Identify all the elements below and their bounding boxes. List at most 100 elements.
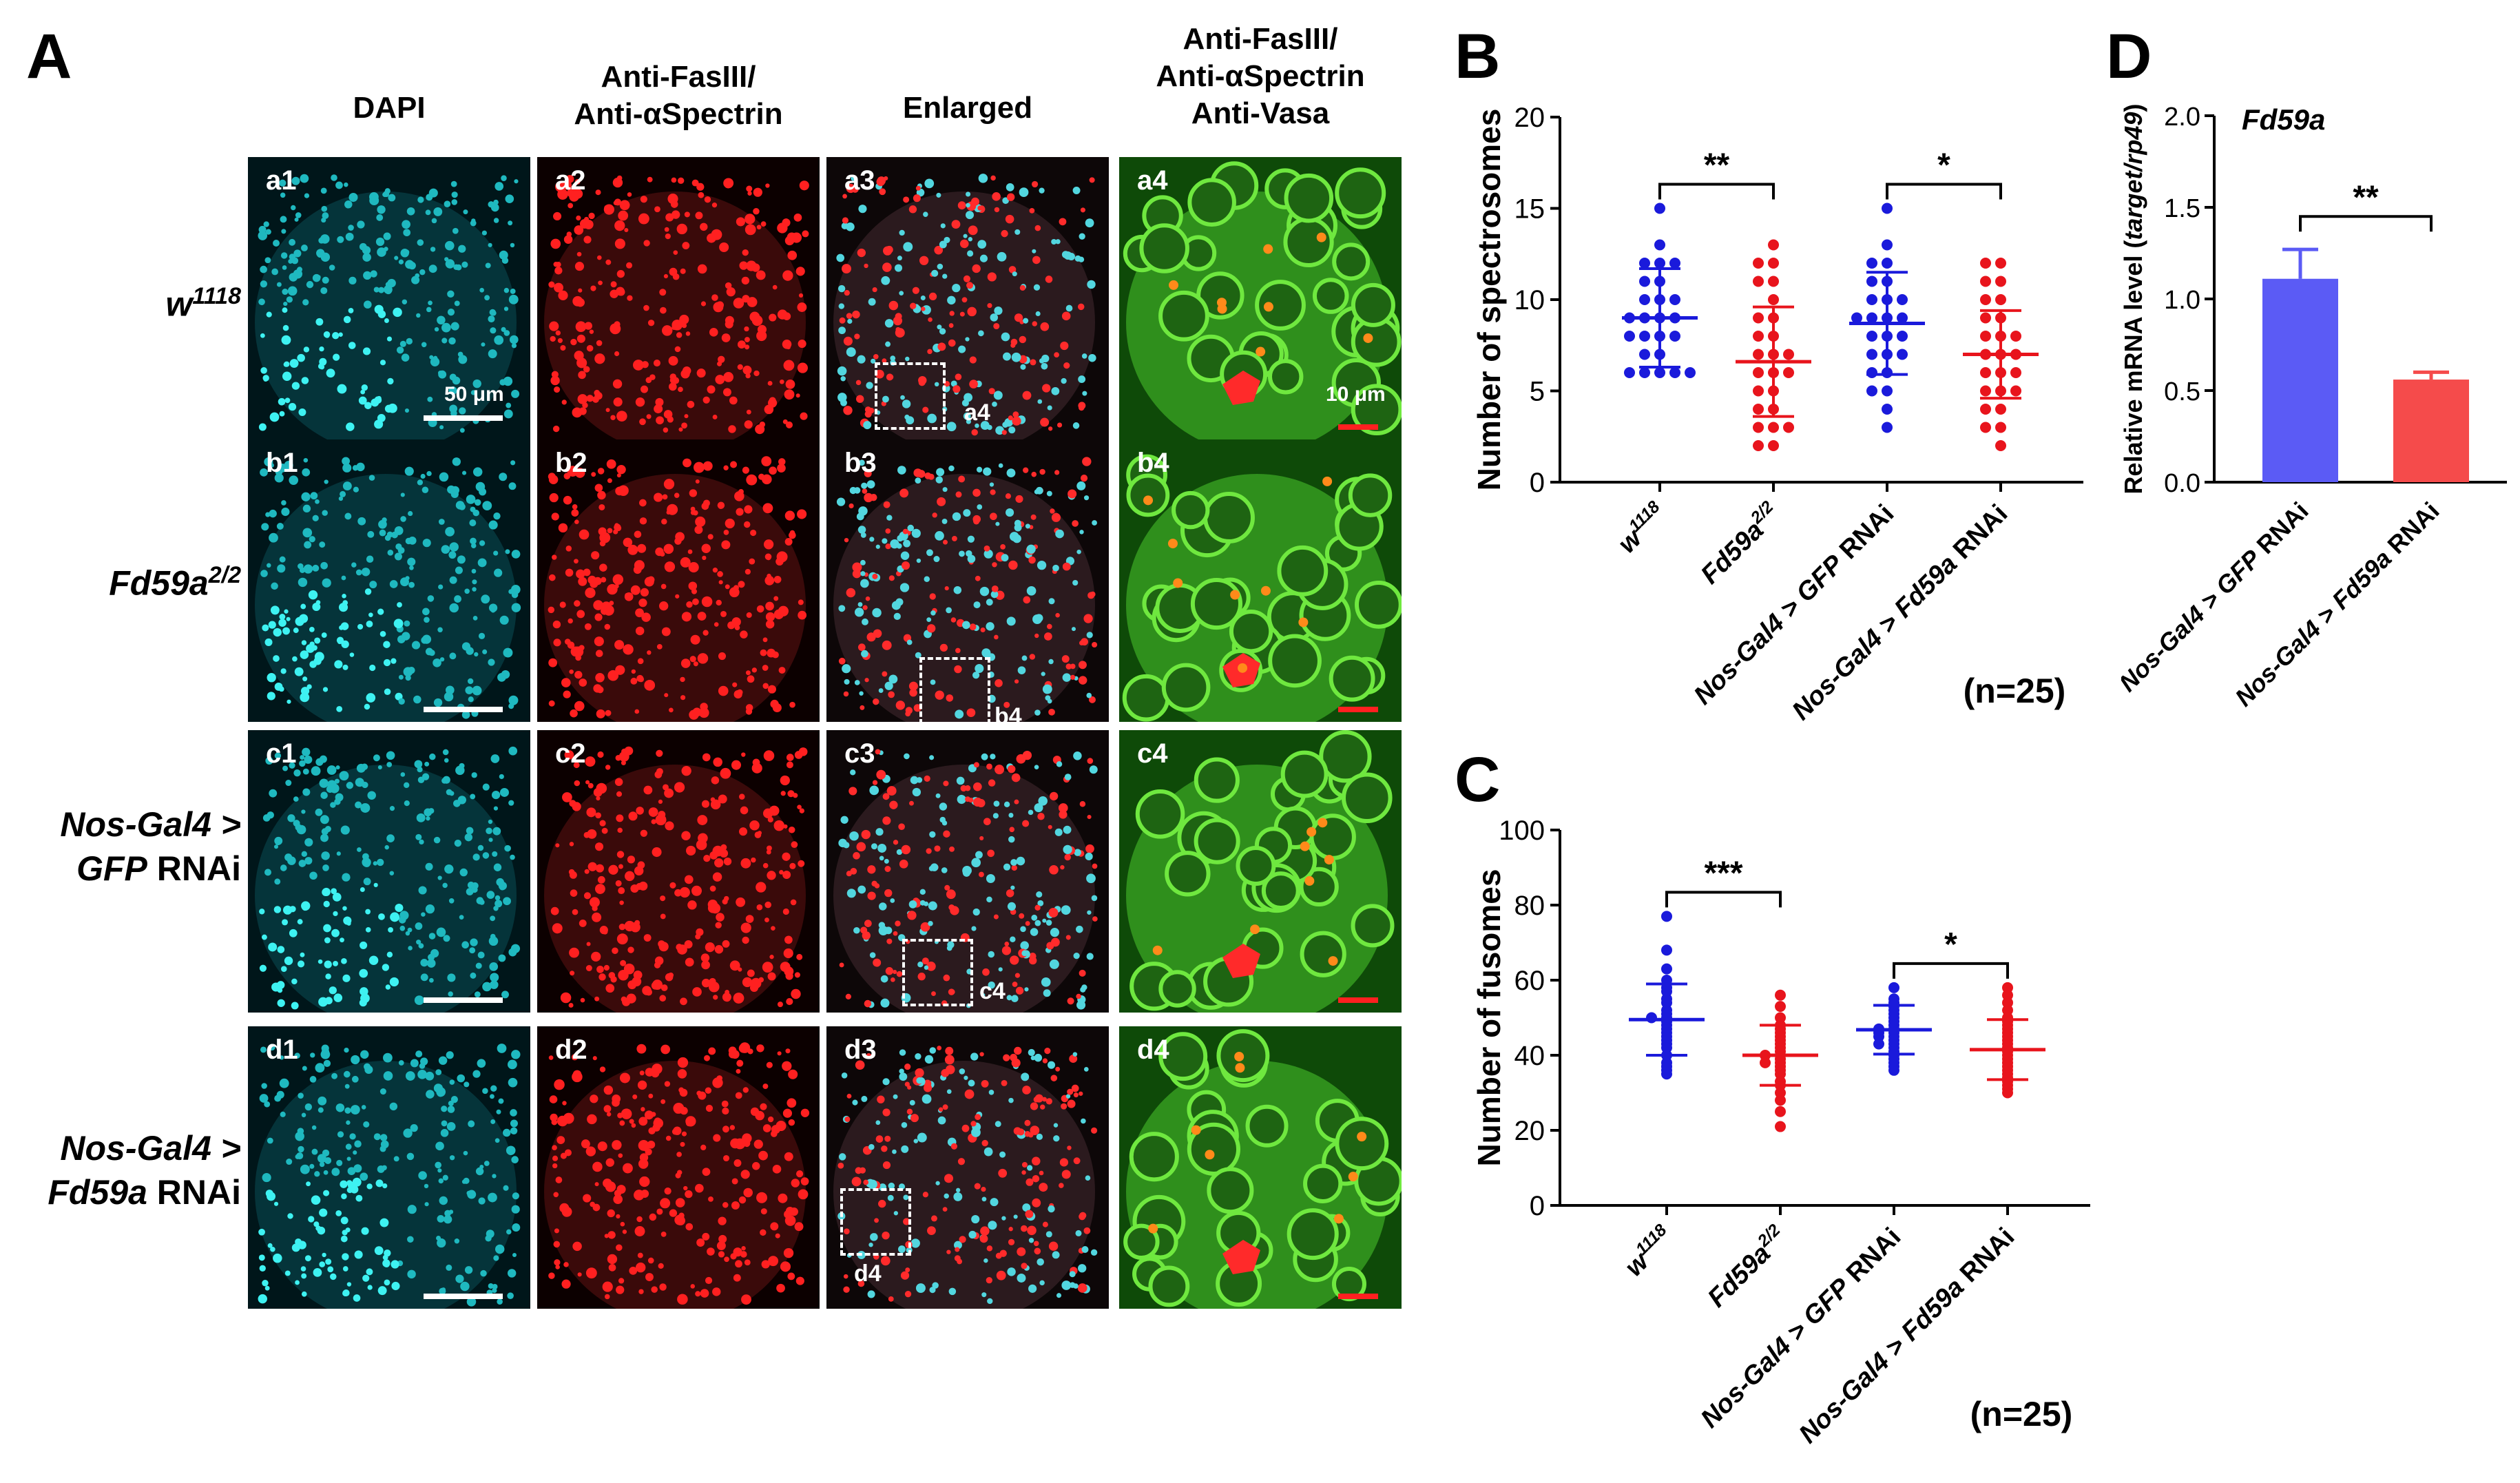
data-point: [1669, 258, 1680, 269]
data-point: [1753, 349, 1764, 360]
column-header-dapi: DAPI: [353, 91, 426, 125]
micrograph-tile-b2: b2: [537, 439, 820, 722]
tile-label: b1: [266, 448, 298, 478]
scale-bar: [424, 707, 503, 712]
micrograph-tile-c4: c4: [1119, 730, 1402, 1013]
scale-bar: [1338, 1294, 1378, 1299]
tile-label: c1: [266, 738, 297, 769]
tile-label: d1: [266, 1035, 298, 1065]
data-point: [1882, 258, 1893, 269]
data-point: [1897, 312, 1908, 324]
sample-size-note: (n=25): [1964, 672, 2066, 710]
data-point: [1866, 294, 1877, 305]
micrograph-tile-c2: c2: [537, 730, 820, 1013]
scale-bar: [424, 997, 503, 1003]
data-point: [1995, 404, 2006, 415]
data-point: [1624, 331, 1635, 342]
data-point: [1775, 1121, 1786, 1132]
data-point: [1639, 258, 1650, 269]
data-point: [1639, 367, 1650, 378]
data-point: [1760, 1057, 1771, 1068]
y-tick-label: 60: [1514, 966, 1545, 996]
chart-title: Fd59a: [2242, 103, 2325, 136]
category-label: Nos-Gal4 > GFP RNAi: [1696, 1223, 1907, 1434]
data-point: [1980, 385, 1991, 397]
sample-size-note: (n=25): [1970, 1395, 2073, 1433]
tile-label: c3: [844, 738, 875, 769]
micrograph-tile-c1: c1: [248, 730, 530, 1013]
data-point: [1866, 312, 1877, 324]
data-point: [1882, 203, 1893, 214]
data-point: [1624, 367, 1635, 378]
panel-label-c: C: [1455, 745, 1501, 815]
inset-box: [902, 939, 973, 1006]
micrograph-tile-c3: c3 c4: [826, 730, 1109, 1013]
data-point: [1654, 258, 1665, 269]
data-point: [1980, 312, 1991, 324]
scale-bar: [1338, 997, 1378, 1003]
y-tick-label: 100: [1499, 816, 1545, 846]
significance-bracket: [1886, 183, 2002, 200]
significance-bracket: [2299, 215, 2433, 232]
y-tick-label: 10: [1514, 285, 1545, 315]
data-point: [2010, 385, 2021, 397]
data-point: [1768, 258, 1779, 269]
inset-box: [875, 362, 946, 430]
inset-label: b4: [995, 703, 1022, 722]
data-point: [1753, 422, 1764, 433]
data-point: [1897, 331, 1908, 342]
data-point: [1873, 1038, 1884, 1050]
row-label-fd59a-mutant: Fd59a2/2: [109, 562, 241, 603]
y-tick-label: 40: [1514, 1041, 1545, 1071]
panel-label-d: D: [2106, 21, 2152, 92]
column-header-enlarged: Enlarged: [902, 91, 1033, 125]
inset-box: [919, 657, 990, 722]
y-tick-label: 0.0: [2164, 469, 2200, 498]
data-point: [1995, 422, 2006, 433]
significance-stars: *: [1937, 147, 1950, 184]
y-tick-label: 2.0: [2164, 103, 2200, 132]
significance-bracket: [1665, 891, 1782, 908]
micrograph-tile-a2: a2: [537, 157, 820, 439]
micrograph-tile-d4: d4: [1119, 1026, 1402, 1309]
micrograph-tile-d2: d2: [537, 1026, 820, 1309]
data-point: [1669, 294, 1680, 305]
row-label-nos-gfp-rnai: Nos-Gal4 > GFP RNAi: [60, 805, 241, 888]
data-point: [1753, 331, 1764, 342]
category-label: Fd59a2/2: [1694, 497, 1786, 590]
row-label-nos-fd59a-rnai: Nos-Gal4 > Fd59a RNAi: [48, 1129, 241, 1212]
significance-stars: **: [1704, 147, 1730, 184]
data-point: [1775, 989, 1786, 1001]
micrograph-tile-a3: a3 a4: [826, 157, 1109, 439]
scale-bar: [424, 1294, 503, 1299]
data-point: [1866, 331, 1877, 342]
data-point: [1866, 367, 1877, 378]
category-label: w1118: [1618, 1221, 1679, 1282]
data-point: [1783, 422, 1794, 433]
micrograph-tile-a1: a1 50 μm: [248, 157, 530, 439]
data-point: [1980, 331, 1991, 342]
micrograph-tile-b4: b4: [1119, 439, 1402, 722]
data-point: [1882, 239, 1893, 251]
significance-stars: *: [1944, 926, 1957, 963]
data-point: [1775, 1106, 1786, 1117]
category-label: Fd59a2/2: [1700, 1221, 1793, 1313]
inset-label: c4: [979, 978, 1006, 1004]
data-point: [1897, 349, 1908, 360]
data-point: [1882, 404, 1893, 415]
tile-label: a2: [555, 165, 586, 196]
category-label: w1118: [1611, 497, 1672, 559]
scale-bar: [424, 415, 503, 421]
data-point: [1783, 367, 1794, 378]
scale-bar-label: 10 μm: [1326, 383, 1386, 406]
data-point: [1995, 276, 2006, 287]
micrograph-tile-b3: b3 b4: [826, 439, 1109, 722]
data-point: [1775, 1001, 1786, 1013]
y-tick-label: 1.5: [2164, 194, 2200, 223]
data-point: [1866, 276, 1877, 287]
data-point: [1882, 385, 1893, 397]
tile-label: b4: [1137, 448, 1169, 478]
inset-label: d4: [854, 1261, 882, 1287]
data-point: [1753, 404, 1764, 415]
data-point: [1753, 312, 1764, 324]
